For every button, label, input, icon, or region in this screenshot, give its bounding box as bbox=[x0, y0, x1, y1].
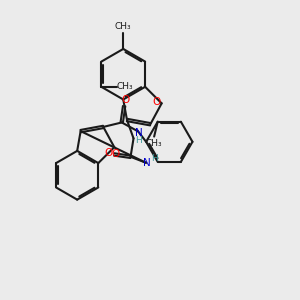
Text: CH₃: CH₃ bbox=[115, 22, 132, 32]
Text: N: N bbox=[143, 158, 151, 168]
Text: H: H bbox=[151, 154, 158, 163]
Text: CH₃: CH₃ bbox=[145, 139, 162, 148]
Text: N: N bbox=[135, 128, 143, 138]
Text: CH₃: CH₃ bbox=[116, 82, 133, 91]
Text: O: O bbox=[152, 97, 160, 107]
Text: O: O bbox=[105, 148, 113, 158]
Text: O: O bbox=[111, 149, 119, 159]
Text: H: H bbox=[135, 136, 142, 145]
Text: O: O bbox=[121, 95, 129, 105]
